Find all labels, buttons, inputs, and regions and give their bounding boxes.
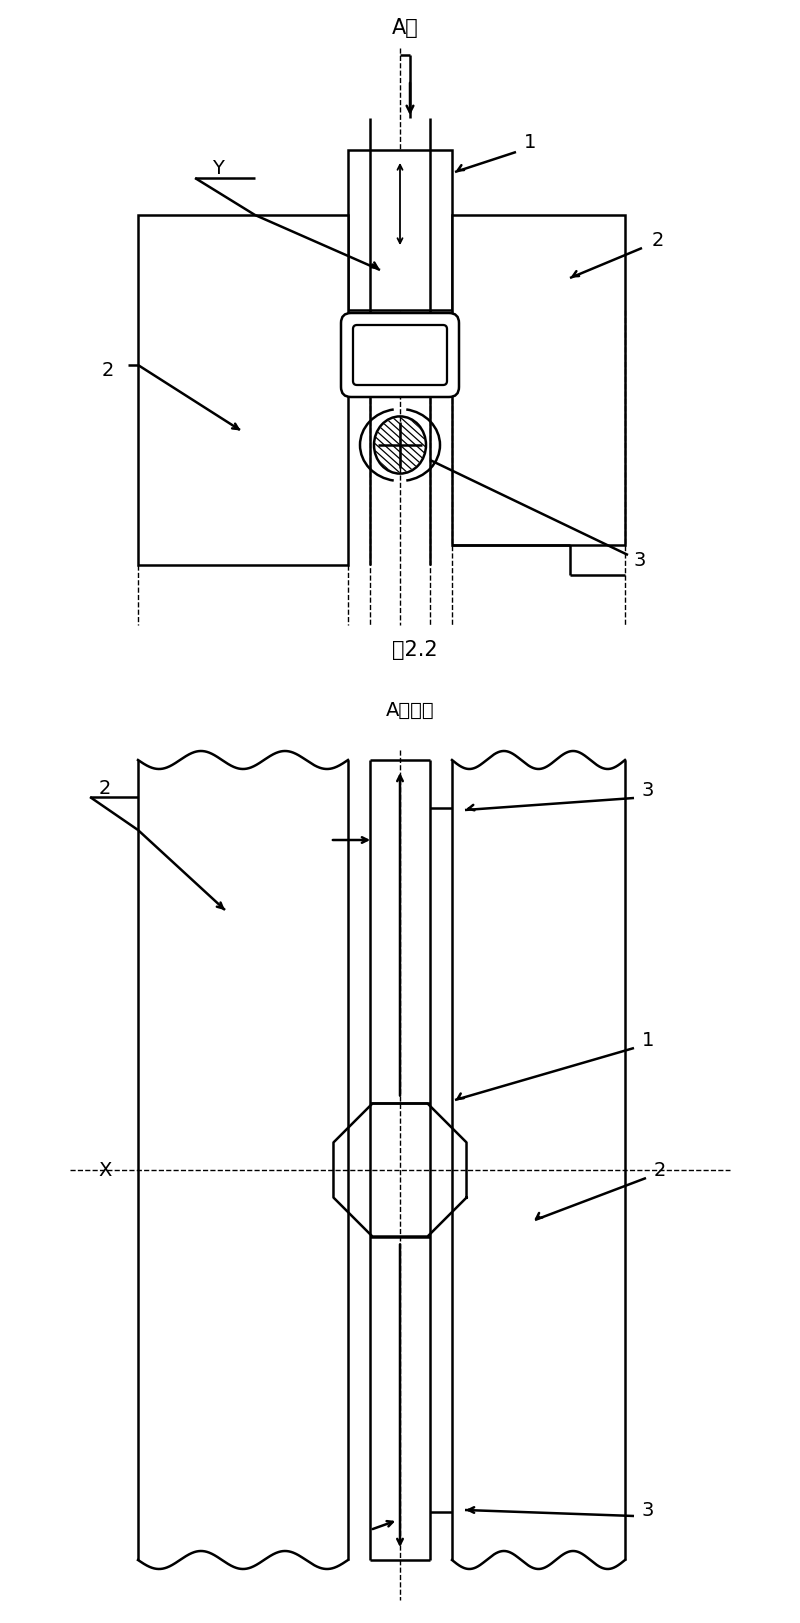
Text: 3: 3 <box>642 1501 654 1519</box>
FancyBboxPatch shape <box>353 325 447 385</box>
Text: A向视图: A向视图 <box>386 701 434 719</box>
Text: 3: 3 <box>642 781 654 800</box>
Text: 2: 2 <box>102 360 114 380</box>
Text: 2: 2 <box>654 1160 666 1180</box>
Text: 1: 1 <box>642 1031 654 1050</box>
Bar <box>138 214 348 565</box>
Text: 1: 1 <box>524 133 536 153</box>
Text: 2: 2 <box>99 779 111 797</box>
Text: X: X <box>98 1160 112 1180</box>
Text: A向: A向 <box>392 18 418 37</box>
Text: 图2.2: 图2.2 <box>392 639 438 661</box>
Text: 3: 3 <box>634 550 646 570</box>
Text: 2: 2 <box>652 230 664 250</box>
Bar <box>348 149 452 310</box>
Bar <box>452 214 625 545</box>
FancyBboxPatch shape <box>341 313 459 398</box>
Text: Y: Y <box>212 159 224 177</box>
